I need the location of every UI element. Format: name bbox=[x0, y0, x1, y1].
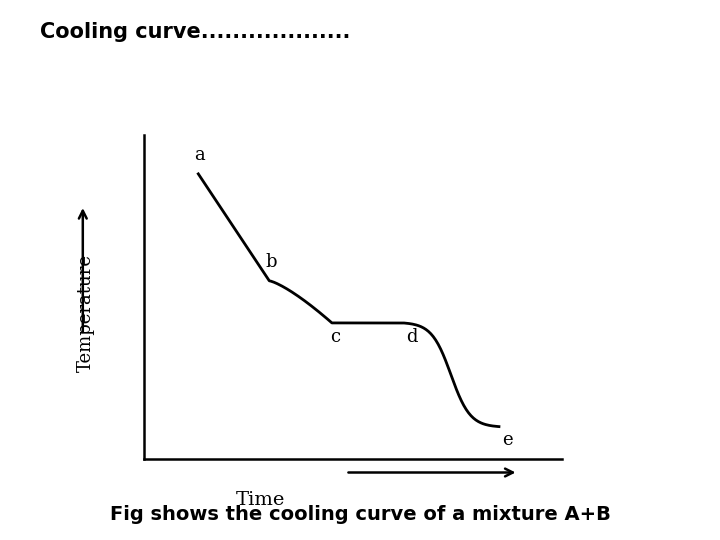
Text: b: b bbox=[265, 253, 276, 271]
Text: Fig shows the cooling curve of a mixture A+B: Fig shows the cooling curve of a mixture… bbox=[109, 505, 611, 524]
Text: c: c bbox=[330, 328, 340, 346]
Text: d: d bbox=[406, 328, 418, 346]
Text: Time: Time bbox=[236, 491, 286, 509]
Text: a: a bbox=[194, 146, 205, 164]
Text: Temperature: Temperature bbox=[76, 254, 94, 372]
Text: Cooling curve...................: Cooling curve................... bbox=[40, 22, 350, 42]
Text: e: e bbox=[503, 431, 513, 449]
